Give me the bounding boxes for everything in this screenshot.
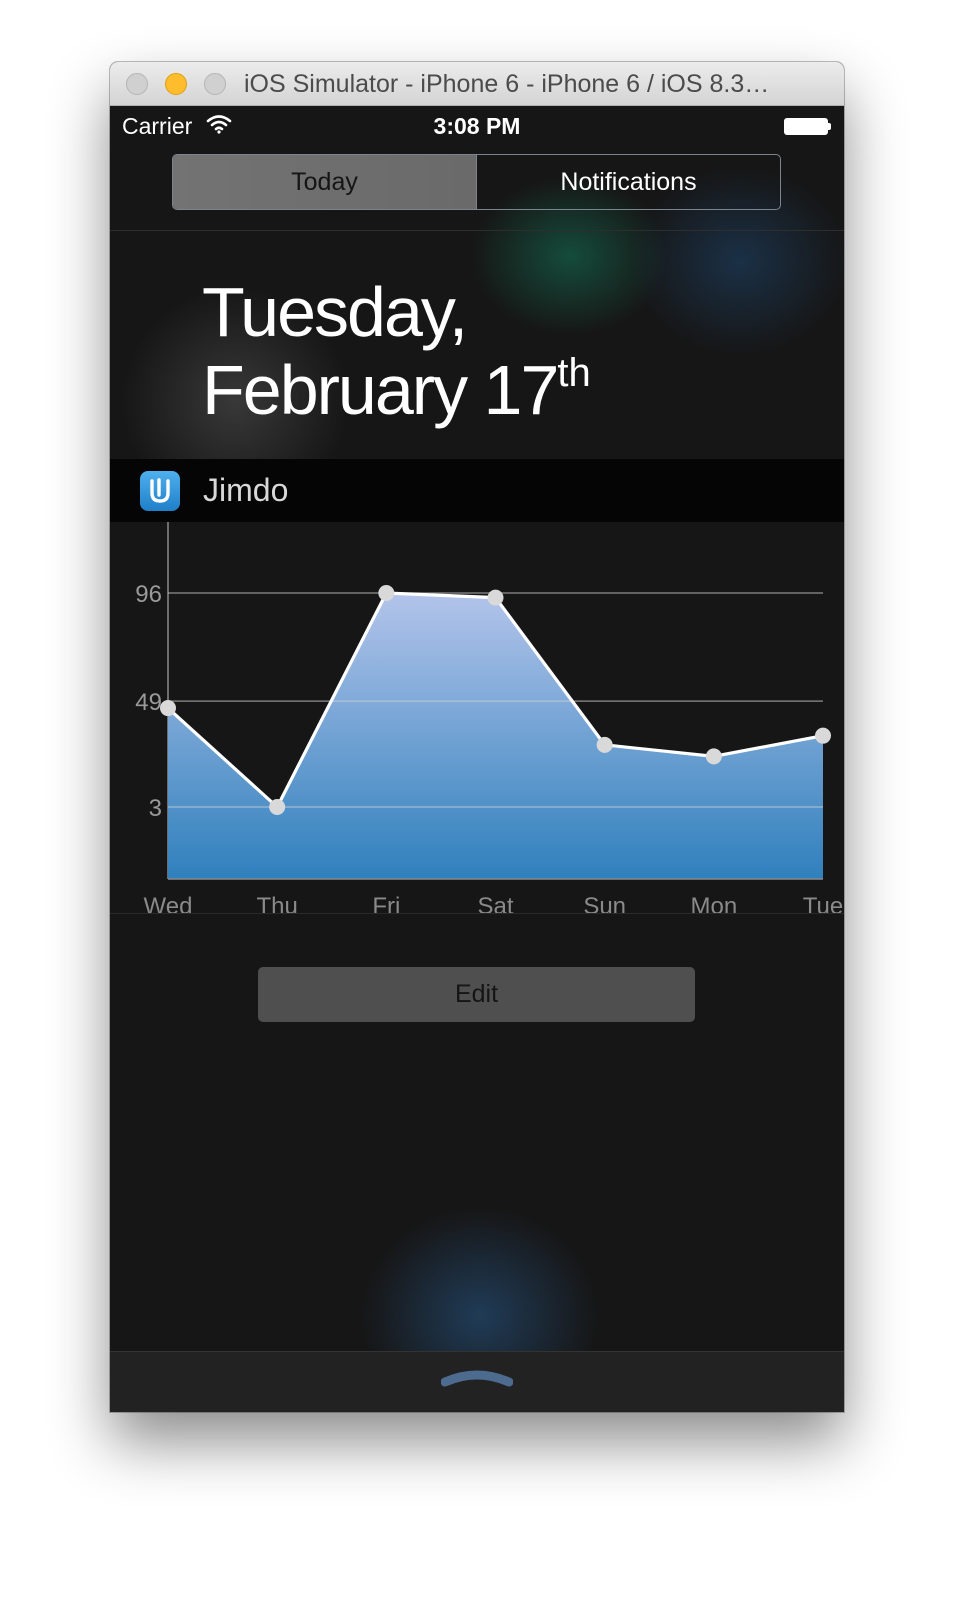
widget-divider bbox=[110, 913, 844, 914]
data-point bbox=[160, 700, 176, 717]
data-point bbox=[487, 589, 504, 606]
header-divider bbox=[110, 230, 844, 231]
x-tick-label: Wed bbox=[144, 893, 193, 914]
x-tick-label: Sun bbox=[583, 893, 626, 914]
jimdo-app-icon bbox=[140, 471, 180, 511]
bottom-grabber-bar[interactable] bbox=[110, 1351, 844, 1412]
widget-app-name: Jimdo bbox=[203, 472, 289, 508]
data-point bbox=[269, 799, 286, 815]
tab-today[interactable]: Today bbox=[173, 155, 477, 209]
widget-header[interactable]: Jimdo bbox=[110, 459, 844, 522]
status-bar: Carrier 3:08 PM bbox=[110, 106, 844, 146]
edit-button[interactable]: Edit bbox=[258, 967, 695, 1022]
date-month-day-text: February 17 bbox=[202, 351, 559, 429]
battery-icon bbox=[784, 118, 831, 135]
minimize-window-button[interactable] bbox=[165, 73, 187, 95]
view-segmented-control: Today Notifications bbox=[172, 154, 781, 210]
carrier-label: Carrier bbox=[122, 113, 193, 139]
date-ordinal-suffix: th bbox=[557, 351, 591, 395]
data-point bbox=[596, 736, 613, 753]
zoom-window-button[interactable] bbox=[204, 73, 226, 95]
wifi-icon bbox=[206, 115, 232, 134]
window-title: iOS Simulator - iPhone 6 - iPhone 6 / iO… bbox=[244, 70, 770, 98]
y-tick-label: 96 bbox=[135, 581, 162, 608]
x-tick-label: Tue bbox=[803, 893, 843, 914]
x-tick-label: Thu bbox=[256, 893, 297, 914]
data-point bbox=[378, 585, 395, 601]
device-screen: Carrier 3:08 PM Today Notifications Tues… bbox=[110, 106, 844, 1412]
status-time: 3:08 PM bbox=[433, 113, 521, 139]
close-window-button[interactable] bbox=[126, 73, 148, 95]
y-tick-label: 3 bbox=[149, 795, 162, 822]
chevron-up-icon[interactable] bbox=[441, 1364, 513, 1388]
jimdo-logo-icon bbox=[150, 478, 170, 503]
y-tick-label: 49 bbox=[135, 689, 162, 716]
tab-notifications[interactable]: Notifications bbox=[560, 167, 697, 196]
window-titlebar[interactable]: iOS Simulator - iPhone 6 - iPhone 6 / iO… bbox=[110, 62, 844, 106]
chart-area-fill bbox=[168, 593, 823, 879]
date-month-day: February 17th bbox=[202, 350, 591, 430]
data-point bbox=[705, 748, 722, 765]
stats-area-chart: 96 49 3 Wed Thu Fri Sat Sun Mon Tue bbox=[135, 522, 843, 914]
simulator-window: iOS Simulator - iPhone 6 - iPhone 6 / iO… bbox=[110, 62, 844, 1412]
data-point bbox=[815, 727, 831, 744]
x-tick-label: Mon bbox=[690, 893, 737, 914]
x-tick-label: Fri bbox=[372, 893, 400, 914]
date-weekday: Tuesday, bbox=[202, 273, 468, 351]
x-tick-label: Sat bbox=[477, 893, 513, 914]
